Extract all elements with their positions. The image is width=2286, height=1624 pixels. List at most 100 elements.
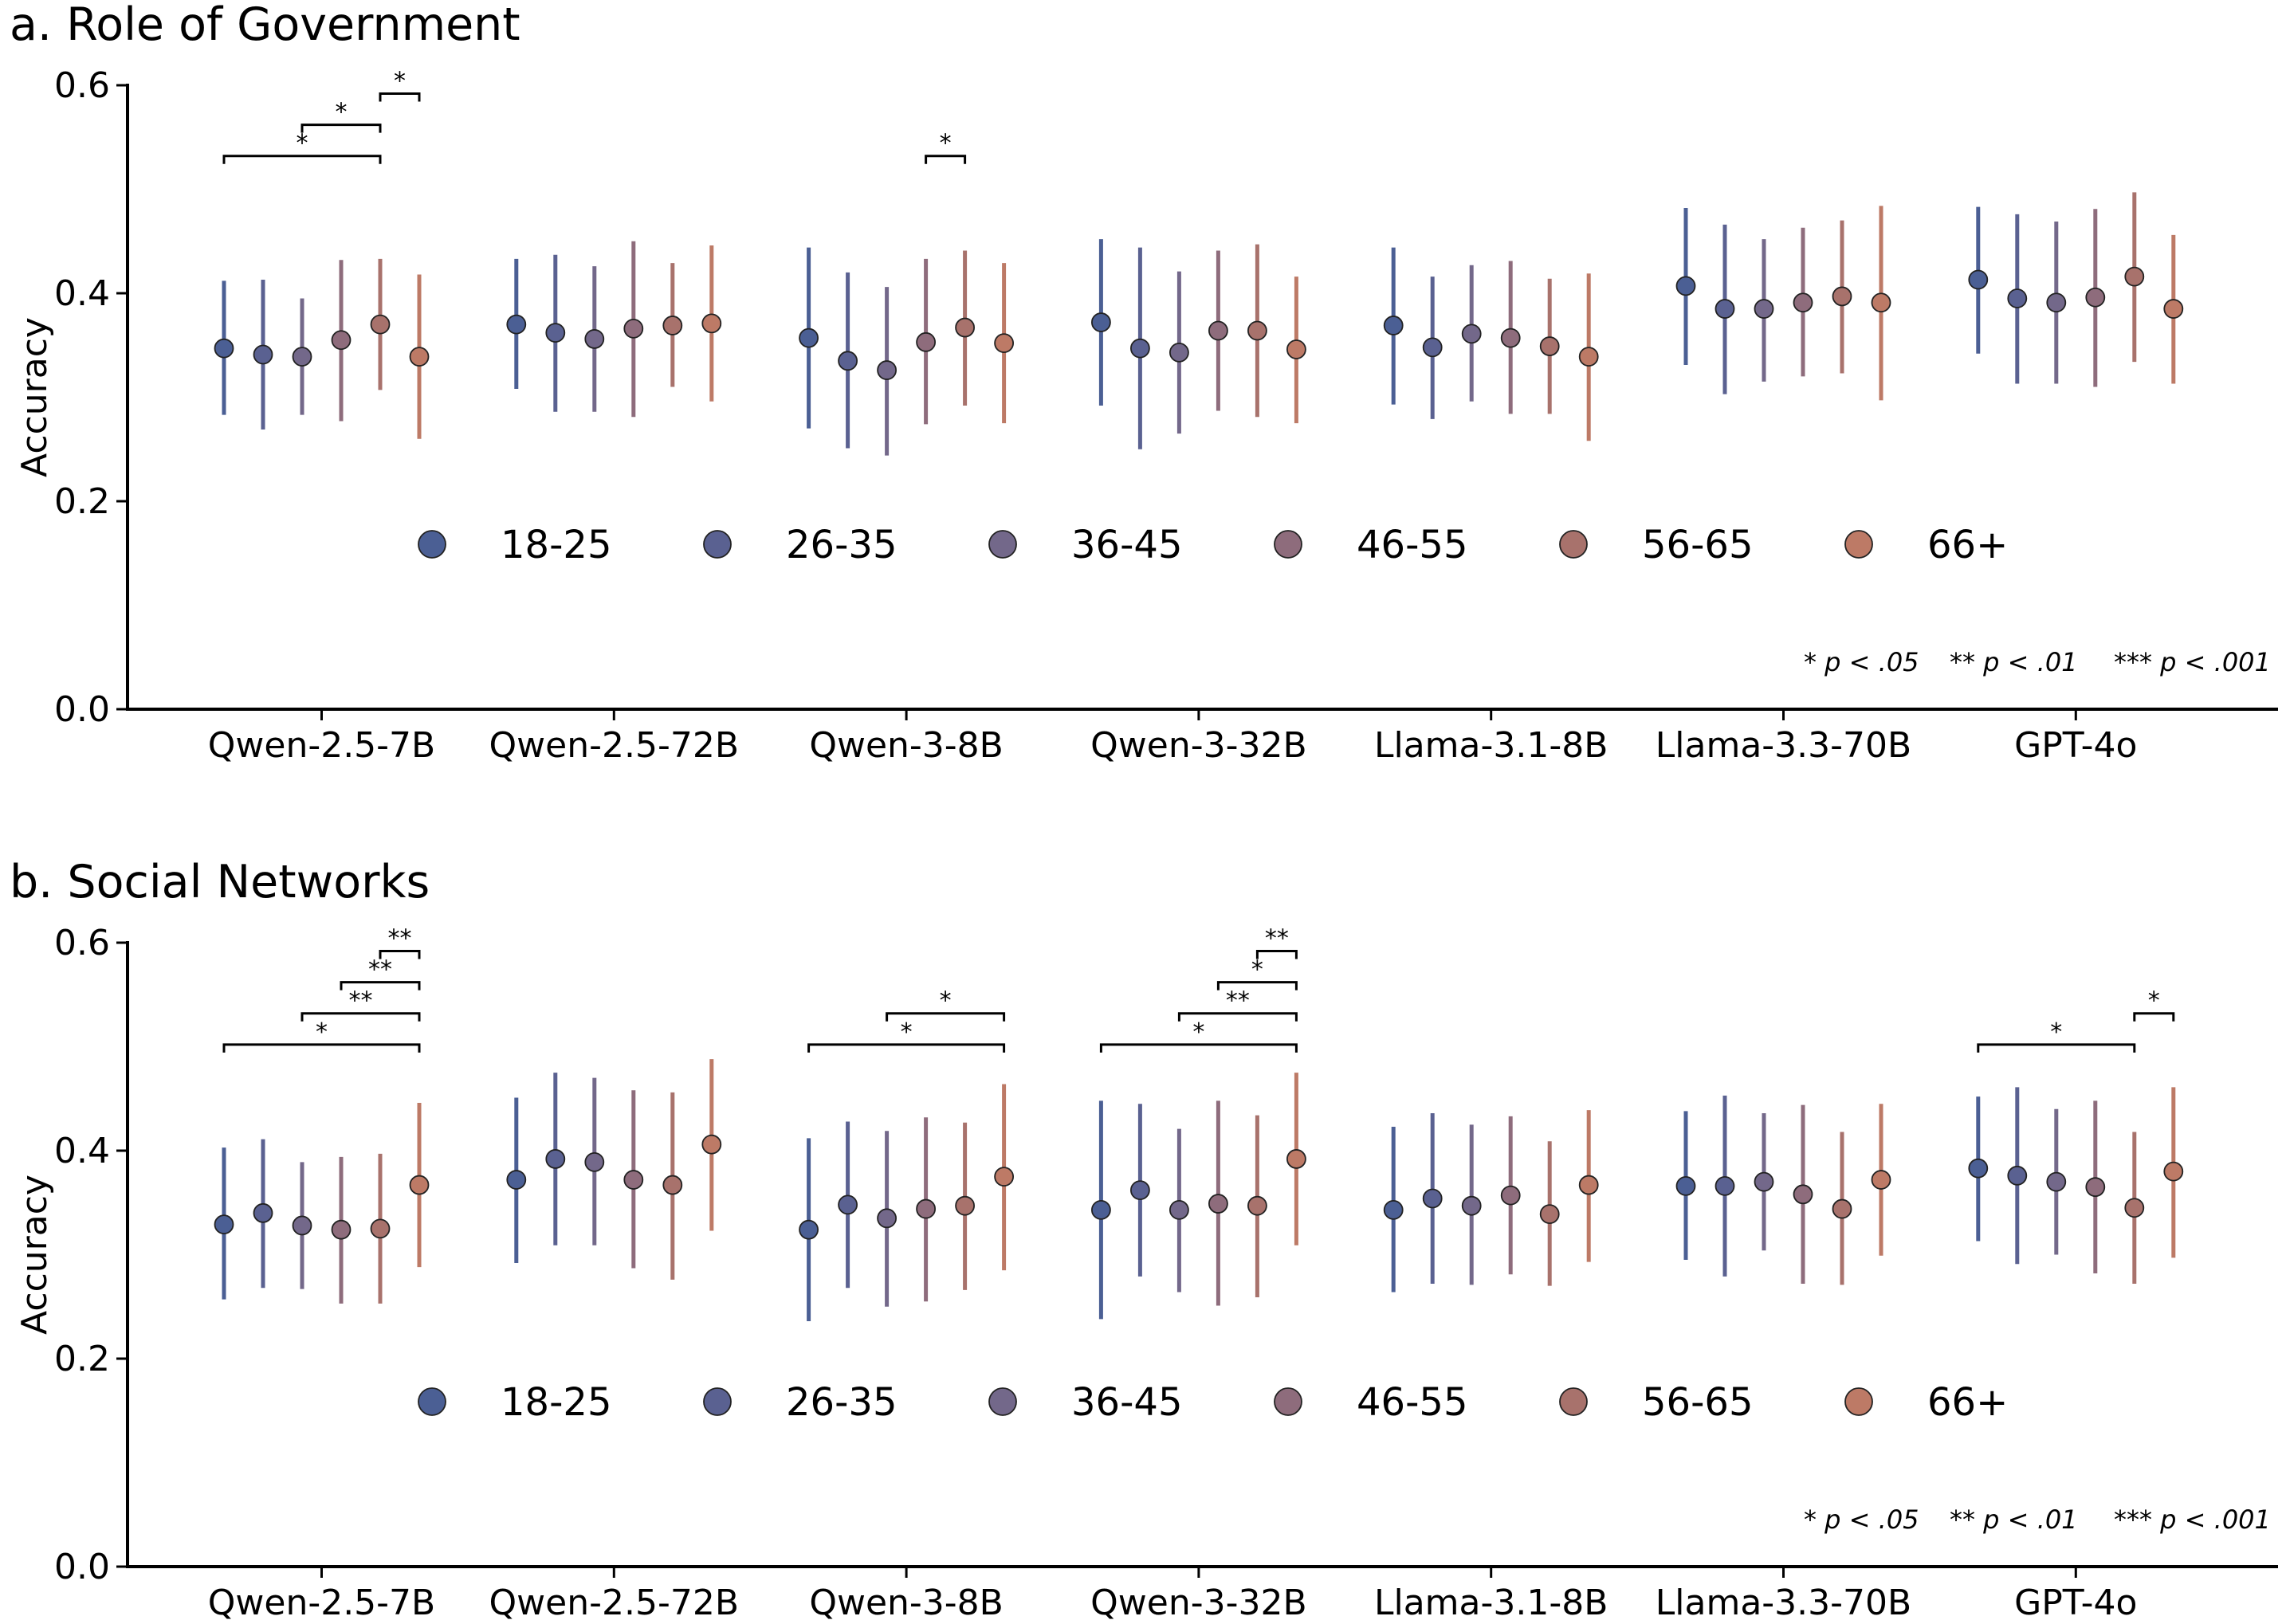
data-point: [1500, 1185, 1521, 1206]
data-point: [1461, 324, 1482, 344]
data-point: [1715, 299, 1735, 319]
data-point: [409, 1175, 430, 1195]
x-tick-label: Qwen-2.5-7B: [208, 725, 435, 766]
data-point: [1500, 328, 1521, 348]
data-point: [2046, 1171, 2067, 1192]
data-point: [253, 1202, 273, 1223]
legend-marker: [1559, 530, 1588, 559]
data-point: [1832, 1198, 1852, 1219]
data-point: [409, 347, 430, 367]
significance-bracket: [1977, 1043, 2136, 1053]
data-point: [1578, 1175, 1599, 1195]
data-point: [1422, 1188, 1443, 1209]
data-point: [1832, 286, 1852, 307]
data-point: [662, 1175, 683, 1195]
significance-note: *** p < .001: [2114, 1504, 2271, 1535]
significance-bracket: [379, 92, 421, 102]
significance-bracket: [340, 981, 421, 990]
data-point: [2124, 266, 2145, 287]
data-point: [1539, 1204, 1560, 1225]
significance-label: *: [2050, 1018, 2062, 1046]
legend-marker: [418, 530, 446, 559]
x-tick-label: Llama-3.3-70B: [1656, 1583, 1911, 1623]
y-tick-label: 0.0: [54, 1547, 110, 1587]
data-point: [916, 1198, 936, 1219]
x-tick-label: Qwen-3-8B: [809, 725, 1004, 766]
legend-label: 18-25: [501, 523, 611, 567]
significance-label: *: [394, 67, 406, 95]
significance-label: *: [1251, 956, 1263, 984]
data-point: [1871, 1170, 1891, 1190]
data-point: [1286, 1149, 1306, 1169]
legend-label: 56-65: [1642, 523, 1753, 567]
data-point: [1754, 1171, 1774, 1192]
data-point: [1871, 292, 1891, 313]
legend-label: 36-45: [1071, 523, 1182, 567]
data-point: [584, 1151, 605, 1172]
significance-bracket: [300, 1012, 421, 1022]
legend-label: 18-25: [501, 1380, 611, 1425]
x-tick-label: Qwen-3-8B: [809, 1583, 1004, 1623]
data-point: [623, 318, 644, 339]
data-point: [2085, 287, 2106, 308]
panel-title: b. Social Networks: [10, 856, 430, 908]
data-point: [545, 1149, 566, 1169]
data-point: [370, 314, 391, 335]
data-point: [2007, 1165, 2028, 1186]
data-point: [701, 313, 722, 334]
data-point: [1169, 1199, 1189, 1220]
data-point: [916, 331, 936, 352]
legend-label: 36-45: [1071, 1380, 1182, 1425]
legend-marker: [703, 530, 732, 559]
legend-marker: [418, 1387, 446, 1416]
x-tick-label: Qwen-2.5-72B: [489, 725, 739, 766]
significance-bracket: [300, 124, 382, 133]
significance-label: **: [368, 956, 392, 984]
data-point: [253, 344, 273, 365]
data-point: [955, 1195, 975, 1216]
data-point: [1675, 276, 1696, 296]
data-point: [955, 317, 975, 338]
legend-marker: [703, 1387, 732, 1416]
y-tick-label: 0.6: [54, 65, 110, 106]
y-axis-label: Accuracy: [14, 1175, 55, 1335]
data-point: [2007, 288, 2028, 308]
significance-bracket: [222, 1043, 421, 1053]
significance-label: *: [940, 130, 952, 158]
legend-label: 46-55: [1357, 1380, 1467, 1425]
significance-note: *** p < .001: [2114, 647, 2271, 677]
data-point: [623, 1170, 644, 1190]
significance-bracket: [1216, 981, 1298, 990]
significance-label: **: [1226, 987, 1250, 1015]
significance-bracket: [1177, 1012, 1298, 1022]
data-point: [1754, 299, 1774, 319]
significance-label: *: [2148, 987, 2160, 1015]
data-point: [1169, 342, 1189, 363]
chart-panel-b: b. Social Networks 0.0 0.2 0.4 0.6 Accuracy Qw…: [10, 856, 2278, 1623]
data-point: [877, 1208, 897, 1229]
significance-bracket: [886, 1012, 1006, 1022]
y-tick-label: 0.0: [54, 689, 110, 730]
significance-label: *: [940, 987, 952, 1015]
data-point: [799, 1219, 819, 1240]
data-point: [1539, 336, 1560, 356]
data-point: [994, 333, 1014, 354]
data-point: [1130, 338, 1150, 359]
x-tick-label: GPT-4o: [2014, 1583, 2137, 1623]
data-point: [584, 329, 605, 349]
legend-label: 26-35: [786, 1380, 897, 1425]
significance-label: *: [316, 1018, 328, 1046]
y-tick-label: 0.4: [54, 273, 110, 314]
data-point: [1208, 320, 1228, 341]
legend-marker: [1274, 1387, 1302, 1416]
data-point: [331, 1219, 352, 1240]
significance-note: ** p < .01: [1950, 1504, 2078, 1535]
data-point: [1715, 1175, 1735, 1196]
data-point: [838, 1194, 858, 1215]
data-point: [1968, 1158, 1989, 1179]
data-point: [1247, 320, 1267, 341]
legend-label: 56-65: [1642, 1380, 1753, 1425]
x-tick-label: Qwen-3-32B: [1090, 725, 1307, 766]
data-point: [877, 360, 897, 380]
legend-marker: [1559, 1387, 1588, 1416]
